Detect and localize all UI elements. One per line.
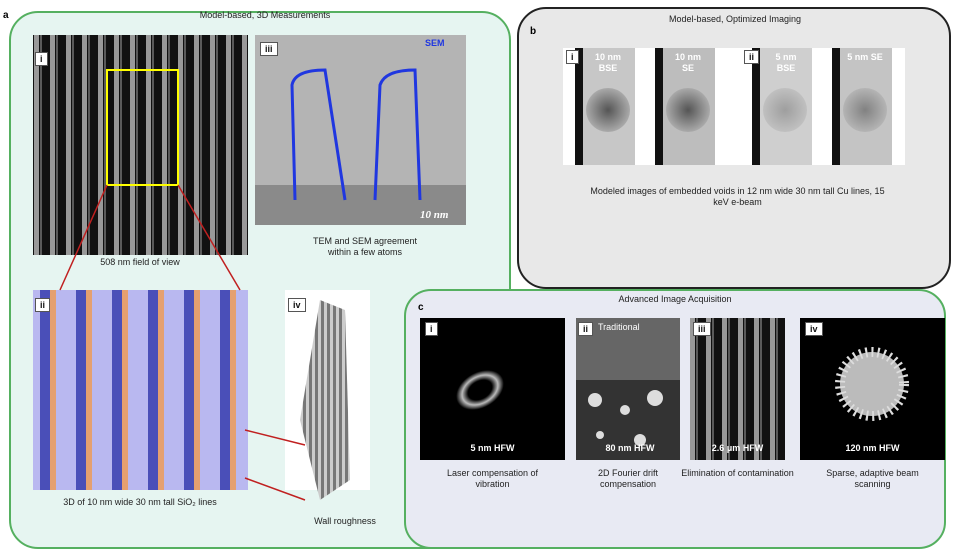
column-label: 5 nm SE bbox=[845, 52, 885, 63]
panel-letter: c bbox=[418, 302, 424, 313]
column-label: 10 nm BSE bbox=[588, 52, 628, 74]
caption: Laser compensation of vibration bbox=[430, 468, 555, 490]
caption: Modeled images of embedded voids in 12 n… bbox=[585, 186, 890, 208]
image-label: iv bbox=[805, 322, 823, 336]
image-label: ii bbox=[744, 50, 759, 64]
caption: 3D of 10 nm wide 30 nm tall SiO₂ lines bbox=[35, 497, 245, 508]
caption: TEM and SEM agreement within a few atoms bbox=[310, 236, 420, 258]
scale-label: 5 nm HFW bbox=[440, 443, 545, 454]
scale-label: 10 nm bbox=[420, 210, 448, 221]
image-label: ii bbox=[578, 322, 593, 336]
panel-title: Model-based, Optimized Imaging bbox=[630, 14, 840, 25]
image-label: iii bbox=[260, 42, 278, 56]
caption: 2D Fourier drift compensation bbox=[573, 468, 683, 490]
figure: a Model-based, 3D Measurements i 508 nm … bbox=[0, 0, 955, 551]
image-stripes bbox=[33, 35, 248, 255]
star bbox=[840, 352, 904, 416]
column-label: 10 nm SE bbox=[668, 52, 708, 74]
caption: Elimination of contamination bbox=[680, 468, 795, 479]
scale-label: 2.6 μm HFW bbox=[695, 443, 780, 454]
image-label: i bbox=[566, 50, 579, 64]
image-label: i bbox=[35, 52, 48, 66]
scale-label: 120 nm HFW bbox=[820, 443, 925, 454]
image-label: i bbox=[425, 322, 438, 336]
caption: Sparse, adaptive beam scanning bbox=[815, 468, 930, 490]
panel-letter: b bbox=[530, 26, 536, 37]
caption: 508 nm field of view bbox=[40, 257, 240, 268]
image-label: iii bbox=[693, 322, 711, 336]
panel-title: Model-based, 3D Measurements bbox=[160, 10, 370, 21]
caption: Wall roughness bbox=[300, 516, 390, 527]
panel-letter: a bbox=[3, 10, 9, 21]
column-label: 5 nm BSE bbox=[766, 52, 806, 74]
image-tag: Traditional bbox=[598, 322, 640, 333]
image-3d bbox=[33, 290, 248, 490]
image-label: ii bbox=[35, 298, 50, 312]
image-label: iv bbox=[288, 298, 306, 312]
image-tag: SEM bbox=[425, 38, 445, 49]
panel-title: Advanced Image Acquisition bbox=[580, 294, 770, 305]
scale-label: 80 nm HFW bbox=[590, 443, 670, 454]
image-c-iii bbox=[690, 318, 785, 460]
